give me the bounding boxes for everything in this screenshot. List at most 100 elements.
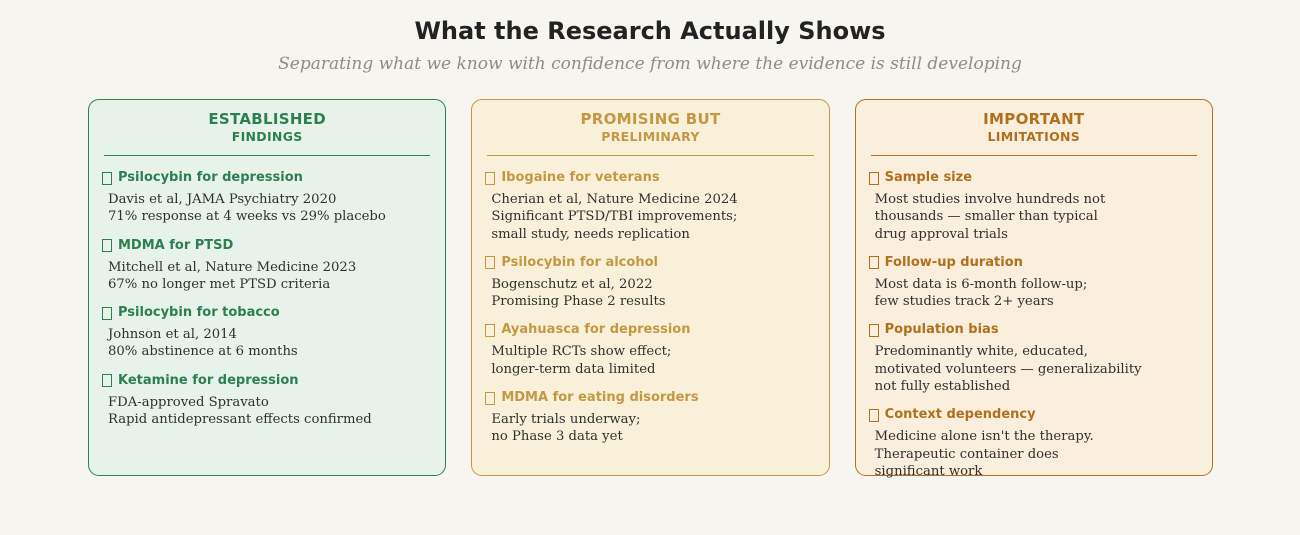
item-body: Most data is 6-month follow-up; few stud…: [875, 276, 1197, 311]
item-body: Cherian et al, Nature Medicine 2024 Sign…: [491, 191, 813, 243]
item-text-line: 67% no longer met PTSD criteria: [108, 276, 331, 292]
item-list: Psilocybin for depression Davis et al, J…: [89, 156, 445, 438]
item-title-row: Psilocybin for depression: [102, 170, 430, 186]
item-body: Early trials underway; no Phase 3 data y…: [491, 411, 813, 446]
item-text-line: 80% abstinence at 6 months: [108, 344, 298, 360]
card-important-limitations: IMPORTANT LIMITATIONS Sample size Most s…: [854, 99, 1213, 479]
bullet-square-icon: [485, 256, 496, 270]
finding-item: Psilocybin for depression Davis et al, J…: [102, 170, 430, 226]
card-header: IMPORTANT LIMITATIONS: [856, 100, 1212, 145]
item-text-line: few studies track 2+ years: [874, 294, 1054, 310]
item-title-row: Psilocybin for alcohol: [485, 255, 813, 271]
item-title: Population bias: [884, 322, 999, 338]
item-title-row: Ibogaine for veterans: [485, 170, 813, 186]
item-body: Multiple RCTs show effect; longer-term d…: [491, 343, 813, 378]
bullet-square-icon: [485, 171, 496, 185]
item-text-line: Bogenschutz et al, 2022: [491, 276, 653, 292]
bullet-square-icon: [485, 391, 496, 405]
item-title: Ayahuasca for depression: [501, 322, 691, 338]
card-subtitle: LIMITATIONS: [987, 129, 1081, 144]
item-list: Sample size Most studies involve hundred…: [856, 156, 1212, 490]
item-text-line: Multiple RCTs show effect;: [491, 344, 672, 360]
item-list: Ibogaine for veterans Cherian et al, Nat…: [472, 156, 828, 456]
item-text-line: motivated volunteers — generalizability: [874, 361, 1142, 377]
finding-item: Ibogaine for veterans Cherian et al, Nat…: [485, 170, 813, 243]
item-text-line: significant work: [874, 463, 983, 479]
item-text-line: no Phase 3 data yet: [491, 429, 623, 445]
item-title-row: Context dependency: [868, 407, 1197, 423]
item-body: Most studies involve hundreds not thousa…: [875, 191, 1197, 243]
card-header: ESTABLISHED FINDINGS: [89, 100, 445, 145]
item-text-line: Johnson et al, 2014: [108, 327, 237, 343]
card-established-findings: ESTABLISHED FINDINGS Psilocybin for depr…: [88, 99, 447, 476]
finding-item: Ayahuasca for depression Multiple RCTs s…: [485, 322, 813, 378]
item-title: Ketamine for depression: [118, 372, 299, 388]
item-title: Psilocybin for alcohol: [501, 254, 658, 270]
finding-item: MDMA for PTSD Mitchell et al, Nature Med…: [102, 238, 430, 294]
item-text-line: not fully established: [874, 379, 1011, 395]
item-text-line: Cherian et al, Nature Medicine 2024: [491, 192, 738, 207]
card-subtitle: FINDINGS: [231, 129, 303, 144]
item-title-row: Follow-up duration: [868, 254, 1197, 271]
card-subtitle: PRELIMINARY: [601, 129, 700, 144]
item-title: Context dependency: [884, 407, 1036, 423]
item-text-line: Most studies involve hundreds not: [874, 192, 1106, 207]
item-body: Johnson et al, 2014 80% abstinence at 6 …: [108, 326, 430, 361]
header-divider: [870, 155, 1197, 156]
item-title: MDMA for PTSD: [118, 237, 234, 253]
item-title: Sample size: [884, 170, 973, 185]
item-text-line: Davis et al, JAMA Psychiatry 2020: [108, 192, 337, 207]
item-title-row: Ketamine for depression: [102, 373, 430, 389]
card-title: IMPORTANT: [983, 110, 1085, 128]
bullet-square-icon: [868, 171, 879, 185]
card-promising-but-preliminary: PROMISING BUT PRELIMINARY Ibogaine for v…: [471, 99, 830, 476]
bullet-square-icon: [102, 374, 112, 388]
item-title: MDMA for eating disorders: [501, 390, 699, 406]
bullet-square-icon: [485, 323, 496, 337]
item-body: Davis et al, JAMA Psychiatry 2020 71% re…: [108, 191, 430, 226]
bullet-square-icon: [102, 239, 112, 253]
page-header: What the Research Actually Shows Separat…: [0, 15, 1300, 76]
finding-item: Ketamine for depression FDA-approved Spr…: [102, 373, 430, 429]
card-title: PROMISING BUT: [580, 110, 721, 128]
item-text-line: Predominantly white, educated,: [874, 344, 1088, 360]
card-header: PROMISING BUT PRELIMINARY: [472, 100, 828, 145]
item-title-row: MDMA for eating disorders: [485, 390, 813, 406]
item-text-line: Therapeutic container does: [874, 446, 1059, 462]
page-title: What the Research Actually Shows: [414, 17, 886, 45]
item-body: FDA-approved Spravato Rapid antidepressa…: [108, 394, 430, 429]
item-title-row: Sample size: [868, 170, 1197, 186]
bullet-square-icon: [868, 256, 879, 270]
bullet-square-icon: [102, 306, 112, 320]
finding-item: Sample size Most studies involve hundred…: [868, 170, 1197, 243]
item-text-line: drug approval trials: [874, 226, 1008, 242]
item-body: Medicine alone isn't the therapy. Therap…: [875, 428, 1197, 480]
header-divider: [487, 155, 814, 156]
item-title: Psilocybin for depression: [118, 170, 303, 185]
cards-row: ESTABLISHED FINDINGS Psilocybin for depr…: [0, 99, 1300, 479]
header-divider: [104, 155, 431, 156]
item-title: Psilocybin for tobacco: [118, 305, 280, 321]
item-text-line: 71% response at 4 weeks vs 29% placebo: [108, 209, 386, 225]
finding-item: Population bias Predominantly white, edu…: [868, 322, 1197, 395]
finding-item: Psilocybin for tobacco Johnson et al, 20…: [102, 305, 430, 361]
finding-item: MDMA for eating disorders Early trials u…: [485, 390, 813, 446]
item-text-line: Early trials underway;: [491, 412, 641, 428]
bullet-square-icon: [102, 171, 112, 185]
item-body: Mitchell et al, Nature Medicine 2023 67%…: [108, 259, 430, 294]
item-text-line: small study, needs replication: [491, 226, 690, 242]
item-title-row: Psilocybin for tobacco: [102, 305, 430, 321]
finding-item: Context dependency Medicine alone isn't …: [868, 407, 1197, 480]
item-title-row: Ayahuasca for depression: [485, 322, 813, 338]
item-title: Follow-up duration: [884, 254, 1023, 270]
item-text-line: Medicine alone isn't the therapy.: [874, 429, 1094, 445]
item-text-line: Significant PTSD/TBI improvements;: [491, 209, 738, 225]
item-title: Ibogaine for veterans: [501, 170, 660, 185]
item-text-line: Promising Phase 2 results: [491, 294, 666, 310]
item-body: Predominantly white, educated, motivated…: [875, 343, 1197, 395]
item-text-line: Rapid antidepressant effects confirmed: [108, 412, 372, 428]
item-text-line: longer-term data limited: [491, 361, 656, 377]
item-text-line: Most data is 6-month follow-up;: [874, 276, 1088, 292]
finding-item: Follow-up duration Most data is 6-month …: [868, 254, 1197, 311]
item-text-line: Mitchell et al, Nature Medicine 2023: [108, 259, 357, 275]
